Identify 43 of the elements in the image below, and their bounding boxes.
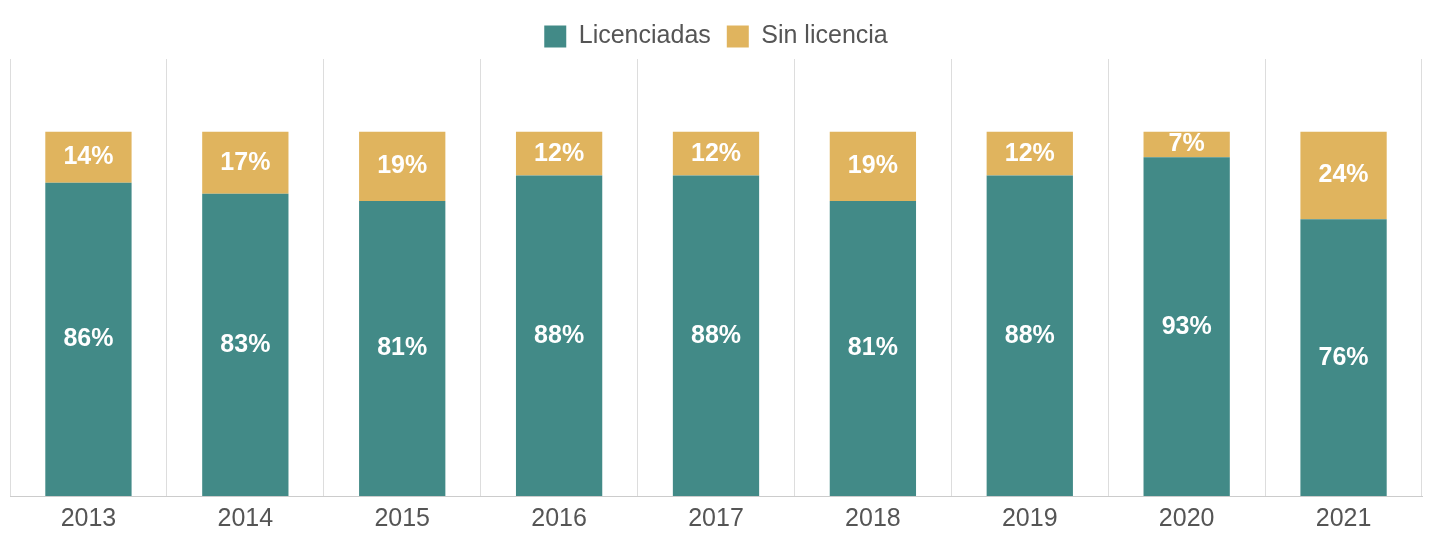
bar [1300,219,1387,496]
x-tick-label: 2013 [60,502,117,531]
data-label: 7% [1168,128,1205,157]
data-label: 81% [847,332,898,361]
bar [45,131,132,183]
x-tick-label: 2021 [1315,502,1372,531]
data-label: 83% [220,328,271,357]
bar [359,201,446,496]
x-tick-label: 2019 [1001,502,1058,531]
legend-label: Licenciadas [578,20,711,49]
x-tick-label: 2014 [217,502,274,531]
data-label: 12% [534,137,585,166]
bar [359,131,446,202]
bar [515,175,603,496]
data-label: 86% [63,323,114,352]
x-tick-label: 2015 [374,502,431,531]
bar [1300,131,1387,220]
data-label: 19% [377,150,428,179]
data-label: 88% [534,319,585,348]
data-label: 14% [63,141,114,170]
bar [202,131,289,194]
bar [829,131,917,202]
bar [672,175,760,496]
legend-label: Sin licencia [761,20,888,49]
data-label: 17% [220,146,271,175]
data-label: 81% [377,332,428,361]
bar [45,182,132,496]
x-tick-label: 2017 [688,502,744,531]
data-label: 93% [1161,310,1212,339]
data-label: 88% [690,319,742,348]
data-label: 12% [690,137,742,166]
bar [1143,157,1230,496]
data-label: 12% [1004,137,1055,166]
bar [202,193,289,496]
data-label: 76% [1318,341,1369,370]
x-tick-label: 2020 [1158,502,1215,531]
x-tick-label: 2016 [531,502,587,531]
bar [829,201,917,496]
x-tick-label: 2018 [845,502,901,531]
data-label: 24% [1318,159,1369,188]
data-label: 88% [1004,319,1055,348]
bar [986,175,1073,496]
data-label: 19% [847,150,898,179]
